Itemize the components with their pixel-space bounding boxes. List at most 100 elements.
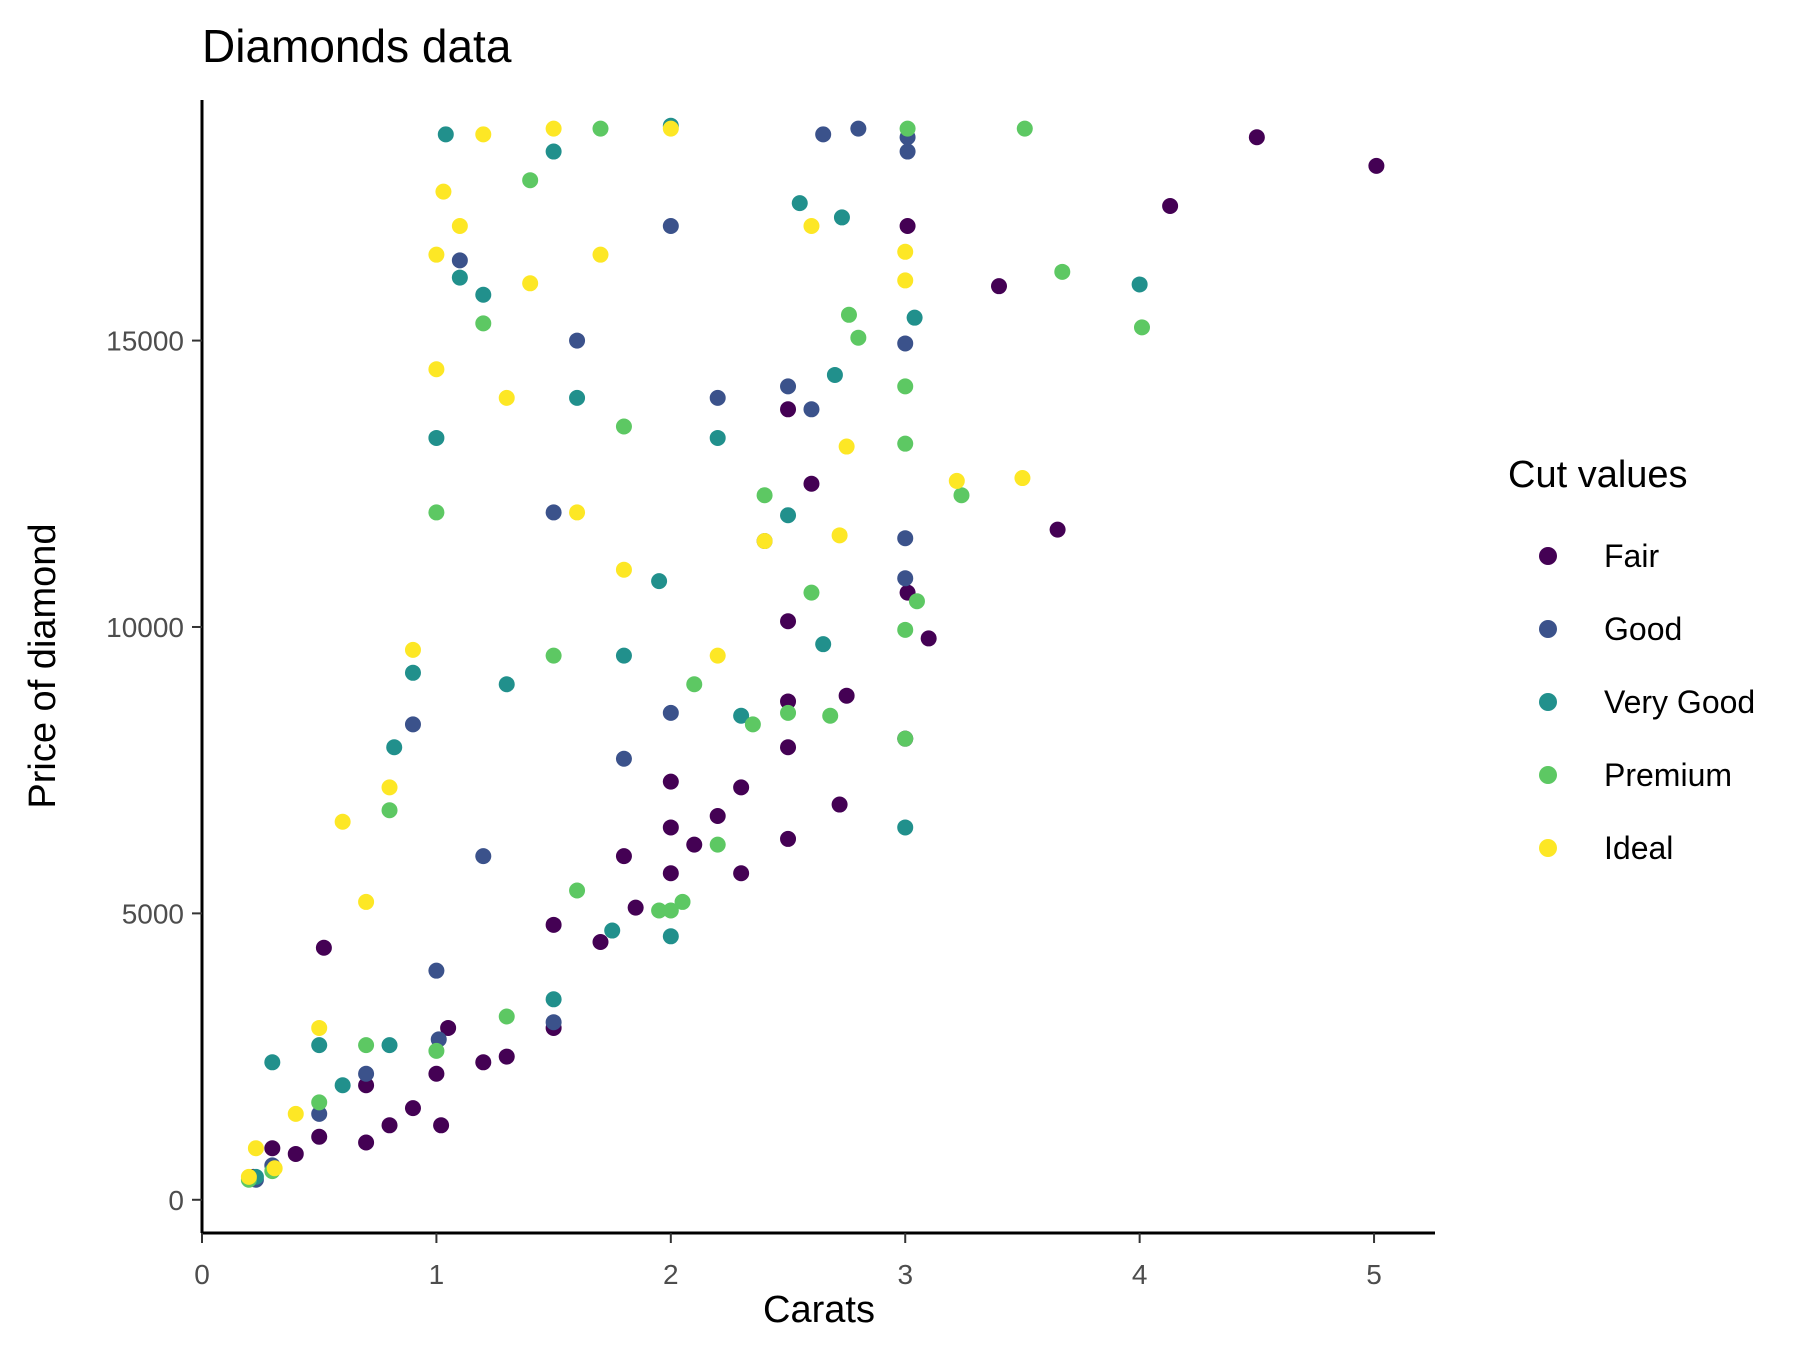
data-point xyxy=(358,893,375,910)
data-point xyxy=(780,613,797,630)
data-point xyxy=(662,704,679,721)
data-point xyxy=(247,1140,264,1157)
data-point xyxy=(822,707,839,724)
data-point xyxy=(780,693,797,710)
data-point xyxy=(674,893,691,910)
data-point xyxy=(545,143,562,160)
data-point xyxy=(709,808,726,824)
data-point xyxy=(428,962,445,979)
data-point xyxy=(315,939,332,956)
data-point xyxy=(498,1048,515,1065)
data-point xyxy=(897,272,914,289)
legend-item: Fair xyxy=(1539,538,1659,574)
data-point xyxy=(266,1160,283,1177)
data-point xyxy=(522,275,539,292)
data-point xyxy=(334,1077,351,1094)
data-point xyxy=(662,120,679,137)
data-point xyxy=(709,836,726,853)
data-point xyxy=(615,418,632,435)
data-point xyxy=(686,836,703,853)
data-point xyxy=(428,429,445,446)
data-point xyxy=(381,779,398,796)
data-point xyxy=(948,472,965,489)
data-point xyxy=(662,218,679,235)
data-point xyxy=(850,329,867,346)
data-point xyxy=(592,120,609,137)
legend-label: Premium xyxy=(1604,757,1732,793)
series-fair xyxy=(245,129,1385,1185)
legend: Cut values Fair Good Very Good Premium Ideal xyxy=(1508,454,1755,866)
data-point xyxy=(358,1077,375,1094)
data-point xyxy=(840,306,857,323)
data-point xyxy=(428,361,445,378)
data-point xyxy=(287,1105,304,1122)
data-point xyxy=(686,676,703,693)
data-point xyxy=(920,630,937,647)
data-point xyxy=(545,991,562,1008)
data-point xyxy=(651,573,668,590)
data-point xyxy=(662,865,679,882)
data-point xyxy=(831,796,848,813)
y-axis-title: Price of diamond xyxy=(22,523,64,808)
x-tick-label: 1 xyxy=(429,1259,445,1290)
legend-key xyxy=(1539,620,1557,638)
legend-title: Cut values xyxy=(1508,454,1688,496)
data-point xyxy=(662,928,679,945)
data-point xyxy=(709,647,726,664)
data-point xyxy=(404,641,421,658)
data-point xyxy=(897,335,914,352)
data-point xyxy=(733,707,750,724)
data-point xyxy=(897,819,914,836)
legend-label: Good xyxy=(1604,611,1682,647)
data-point xyxy=(627,899,644,916)
y-tick-label: 0 xyxy=(168,1185,184,1216)
data-point xyxy=(433,1117,450,1134)
data-point xyxy=(428,246,445,263)
data-point xyxy=(780,401,797,418)
data-point xyxy=(615,750,632,767)
data-point xyxy=(428,1042,445,1059)
data-point xyxy=(833,209,850,226)
data-point xyxy=(780,830,797,847)
data-point xyxy=(569,504,586,521)
data-point xyxy=(756,533,773,550)
data-point xyxy=(733,779,750,796)
data-point xyxy=(906,309,923,326)
data-point xyxy=(662,902,679,919)
data-point xyxy=(897,435,914,452)
series-very-good xyxy=(247,117,1148,1185)
data-point xyxy=(1016,120,1033,137)
data-point xyxy=(428,1065,445,1082)
data-point xyxy=(826,366,843,383)
data-point xyxy=(1248,129,1265,146)
data-point xyxy=(475,315,492,332)
data-point xyxy=(899,143,916,160)
data-point xyxy=(604,922,621,939)
data-point xyxy=(1131,276,1148,293)
legend-key xyxy=(1539,766,1557,784)
data-point xyxy=(615,848,632,865)
data-point xyxy=(264,1054,281,1071)
data-point xyxy=(311,1094,328,1111)
data-point xyxy=(545,120,562,137)
data-point xyxy=(1014,470,1031,487)
legend-item: Very Good xyxy=(1539,684,1755,720)
data-point xyxy=(897,530,914,547)
data-point xyxy=(569,389,586,406)
data-point xyxy=(334,813,351,830)
data-point xyxy=(404,716,421,733)
data-point xyxy=(803,475,820,492)
data-point xyxy=(404,664,421,681)
data-point xyxy=(709,429,726,446)
data-point xyxy=(437,126,454,143)
y-ticks: 0 5000 10000 15000 xyxy=(106,326,202,1216)
x-ticks: 0 1 2 3 4 5 xyxy=(194,1233,1382,1290)
data-point xyxy=(815,636,832,653)
data-point xyxy=(831,527,848,544)
data-point xyxy=(404,1100,421,1117)
series-premium xyxy=(240,120,1150,1188)
data-point xyxy=(381,1117,398,1134)
y-tick-label: 10000 xyxy=(106,612,184,643)
legend-label: Very Good xyxy=(1604,684,1755,720)
